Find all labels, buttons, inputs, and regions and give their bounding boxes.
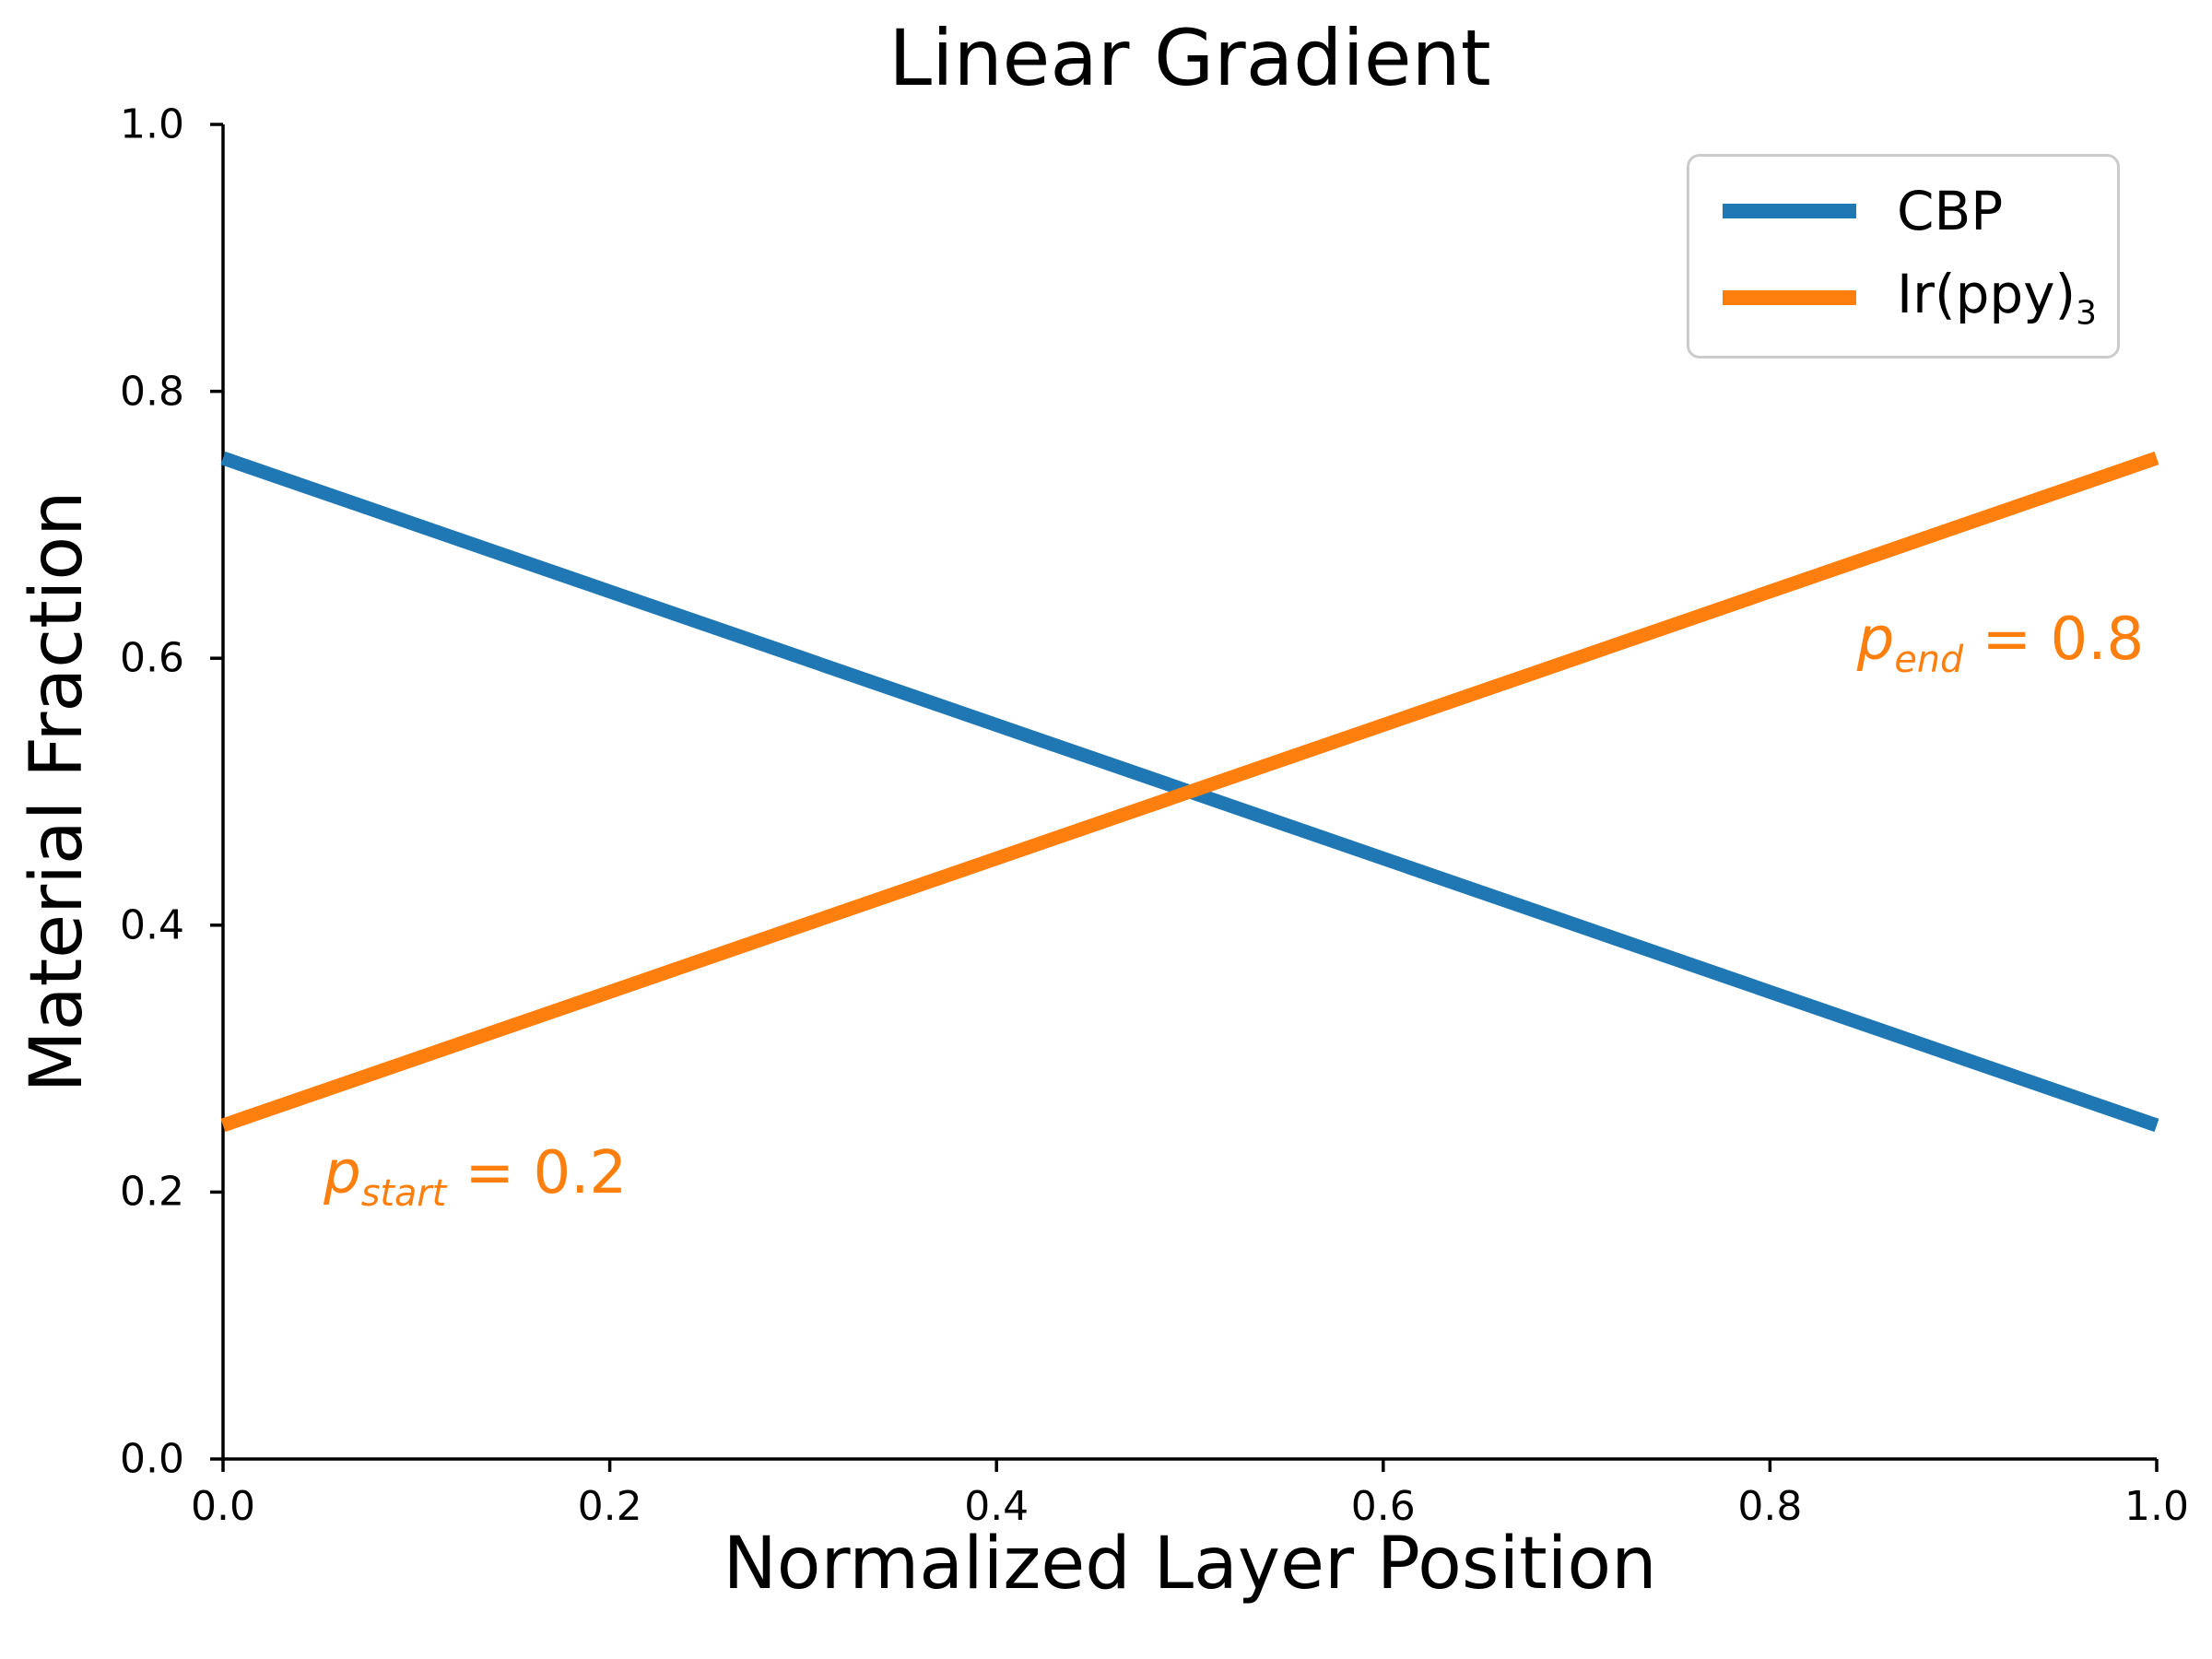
x-tick-label: 0.8 bbox=[1737, 1483, 1803, 1530]
legend-label: Ir(ppy)3 bbox=[1897, 263, 2098, 333]
x-axis-label: Normalized Layer Position bbox=[723, 1523, 1657, 1606]
x-tick-label: 0.0 bbox=[191, 1483, 255, 1530]
y-tick-label: 0.8 bbox=[120, 368, 184, 416]
annotation-start: pstart = 0.2 bbox=[324, 1139, 628, 1216]
legend-swatch bbox=[1723, 290, 1856, 306]
x-tick-label: 0.4 bbox=[964, 1483, 1030, 1530]
chart-title: Linear Gradient bbox=[888, 13, 1491, 103]
y-axis-label: Material Fraction bbox=[16, 490, 99, 1093]
legend-label-subscript: 3 bbox=[2076, 294, 2098, 333]
legend-item: Ir(ppy)3 bbox=[1723, 263, 2117, 333]
y-tick-label: 1.0 bbox=[120, 100, 184, 148]
y-tick-label: 0.6 bbox=[120, 634, 184, 682]
y-tick-label: 0.4 bbox=[120, 901, 184, 949]
annotation-end: pend = 0.8 bbox=[1856, 606, 2145, 682]
series-line-ir-ppy-3 bbox=[220, 451, 2159, 1133]
x-tick-label: 1.0 bbox=[2124, 1483, 2189, 1530]
y-tick-label: 0.2 bbox=[120, 1168, 184, 1216]
legend-swatch bbox=[1723, 204, 1856, 219]
x-tick-label: 0.6 bbox=[1350, 1483, 1416, 1530]
x-tick-label: 0.2 bbox=[577, 1483, 642, 1530]
legend-item: CBP bbox=[1723, 180, 2117, 242]
legend: CBP Ir(ppy)3 bbox=[1687, 154, 2120, 359]
y-tick-label: 0.0 bbox=[120, 1435, 184, 1483]
legend-label: CBP bbox=[1897, 180, 2004, 243]
